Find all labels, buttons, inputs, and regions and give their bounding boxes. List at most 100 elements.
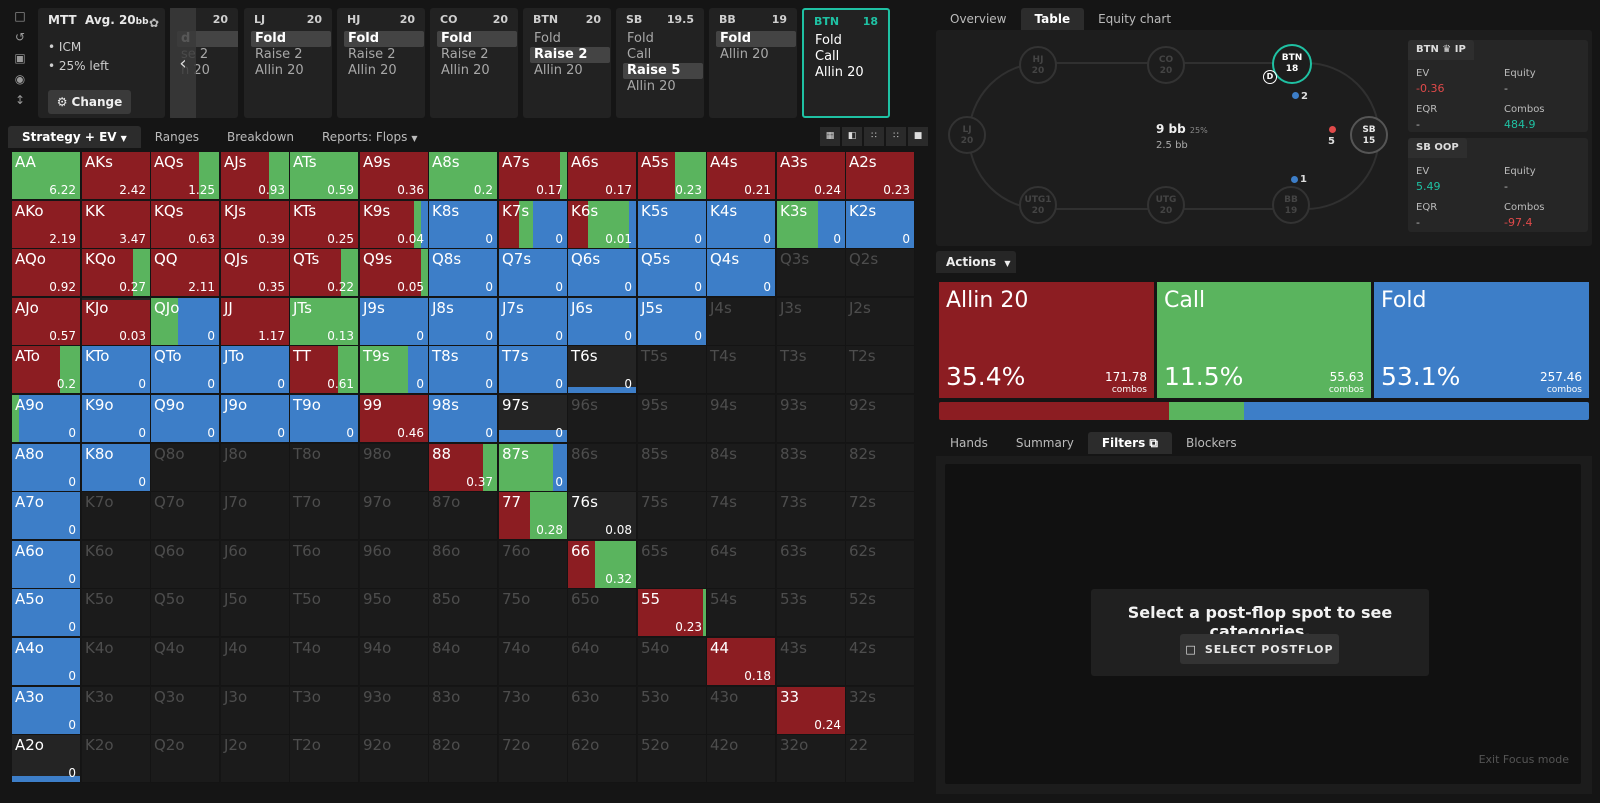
hand-cell[interactable]: J3s bbox=[777, 298, 846, 346]
hand-cell[interactable]: 83o bbox=[429, 687, 498, 735]
hand-cell[interactable]: KQs 0.63 bbox=[151, 201, 220, 249]
hand-cell[interactable]: K6s 0.01 bbox=[568, 201, 637, 249]
hand-cell[interactable]: T9s 0 bbox=[360, 346, 429, 394]
hand-cell[interactable]: T6s 0 bbox=[568, 346, 637, 394]
hand-cell[interactable]: 42o bbox=[707, 735, 776, 783]
tab-summary[interactable]: Summary bbox=[1015, 436, 1074, 450]
hand-cell[interactable]: A2s 0.23 bbox=[846, 152, 915, 200]
hand-cell[interactable]: AKs 2.42 bbox=[82, 152, 151, 200]
nav-step-sb[interactable]: SB 19.5 Fold Call Raise 5 Allin 20 bbox=[616, 8, 704, 118]
hand-cell[interactable]: A5o 0 bbox=[12, 589, 81, 637]
hand-cell[interactable]: Q7o bbox=[151, 492, 220, 540]
nav-step-hj[interactable]: HJ 20 Fold Raise 2 Allin 20 bbox=[337, 8, 425, 118]
hand-cell[interactable]: J2s bbox=[846, 298, 915, 346]
history-icon[interactable]: ↺ bbox=[14, 30, 26, 44]
hand-cell[interactable]: 96s bbox=[568, 395, 637, 443]
hand-cell[interactable]: 83s bbox=[777, 444, 846, 492]
nav-action[interactable]: Call bbox=[815, 49, 840, 64]
actions-dropdown[interactable]: Actions ▼ bbox=[936, 251, 1016, 273]
hand-cell[interactable]: 75o bbox=[499, 589, 568, 637]
hand-cell[interactable]: KTs 0.25 bbox=[290, 201, 359, 249]
hand-cell[interactable]: QJs 0.35 bbox=[221, 249, 290, 297]
hand-cell[interactable]: K7o bbox=[82, 492, 151, 540]
hand-cell[interactable]: 92o bbox=[360, 735, 429, 783]
hand-cell[interactable]: 64o bbox=[568, 638, 637, 686]
hand-cell[interactable]: A6s 0.17 bbox=[568, 152, 637, 200]
hand-cell[interactable]: KQo 0.27 bbox=[82, 249, 151, 297]
hand-cell[interactable]: 82s bbox=[846, 444, 915, 492]
hand-cell[interactable]: 97o bbox=[360, 492, 429, 540]
hand-cell[interactable]: T3s bbox=[777, 346, 846, 394]
hand-cell[interactable]: AQo 0.92 bbox=[12, 249, 81, 297]
hand-cell[interactable]: 86o bbox=[429, 541, 498, 589]
nav-step-bb[interactable]: BB 19 Fold Allin 20 bbox=[709, 8, 797, 118]
nav-step-co[interactable]: CO 20 Fold Raise 2 Allin 20 bbox=[430, 8, 518, 118]
hand-cell[interactable]: Q5s 0 bbox=[638, 249, 707, 297]
hand-cell[interactable]: 73o bbox=[499, 687, 568, 735]
nav-action[interactable]: Raise 2 bbox=[530, 47, 610, 63]
gamepad-icon[interactable]: ◉ bbox=[14, 72, 26, 86]
hand-cell[interactable]: K4o bbox=[82, 638, 151, 686]
hand-cell[interactable]: KJo 0.03 bbox=[82, 298, 151, 346]
hand-cell[interactable]: A6o 0 bbox=[12, 541, 81, 589]
hand-cell[interactable]: J9o 0 bbox=[221, 395, 290, 443]
hand-cell[interactable]: 44 0.18 bbox=[707, 638, 776, 686]
hand-cell[interactable]: J4s bbox=[707, 298, 776, 346]
tab-equity-chart[interactable]: Equity chart bbox=[1098, 12, 1172, 26]
hand-cell[interactable]: 62s bbox=[846, 541, 915, 589]
hand-cell[interactable]: 74o bbox=[499, 638, 568, 686]
hand-cell[interactable]: 99 0.46 bbox=[360, 395, 429, 443]
nav-action[interactable]: Fold bbox=[251, 31, 331, 47]
hand-cell[interactable]: AJs 0.93 bbox=[221, 152, 290, 200]
hand-cell[interactable]: 72o bbox=[499, 735, 568, 783]
hand-cell[interactable]: T4s bbox=[707, 346, 776, 394]
nav-action[interactable]: Fold bbox=[815, 33, 842, 48]
nav-action[interactable]: Fold bbox=[437, 31, 517, 47]
seat-co[interactable]: CO 20 bbox=[1147, 46, 1185, 84]
hand-cell[interactable]: T5s bbox=[638, 346, 707, 394]
hand-cell[interactable]: 63s bbox=[777, 541, 846, 589]
hand-cell[interactable]: 43o bbox=[707, 687, 776, 735]
hand-cell[interactable]: AKo 2.19 bbox=[12, 201, 81, 249]
hand-cell[interactable]: K9o 0 bbox=[82, 395, 151, 443]
hand-cell[interactable]: K3s 0 bbox=[777, 201, 846, 249]
hand-cell[interactable]: 98o bbox=[360, 444, 429, 492]
hand-cell[interactable]: 95s bbox=[638, 395, 707, 443]
nav-action[interactable]: Fold bbox=[534, 31, 561, 46]
hand-cell[interactable]: 53o bbox=[638, 687, 707, 735]
hand-cell[interactable]: K9s 0.04 bbox=[360, 201, 429, 249]
hand-cell[interactable]: K5o bbox=[82, 589, 151, 637]
hand-cell[interactable]: 32s bbox=[846, 687, 915, 735]
hand-cell[interactable]: A8o 0 bbox=[12, 444, 81, 492]
hand-cell[interactable]: 42s bbox=[846, 638, 915, 686]
hand-cell[interactable]: K8s 0 bbox=[429, 201, 498, 249]
hand-cell[interactable]: T2o bbox=[290, 735, 359, 783]
hand-cell[interactable]: T8s 0 bbox=[429, 346, 498, 394]
hand-cell[interactable]: A7s 0.17 bbox=[499, 152, 568, 200]
nav-action[interactable]: Allin 20 bbox=[627, 79, 676, 94]
nav-action[interactable]: Allin 20 bbox=[441, 63, 490, 78]
tab-ranges[interactable]: Ranges bbox=[154, 130, 200, 144]
hand-cell[interactable]: J2o bbox=[221, 735, 290, 783]
hand-cell[interactable]: 93s bbox=[777, 395, 846, 443]
hand-cell[interactable]: 97s 0 bbox=[499, 395, 568, 443]
hand-cell[interactable]: 72s bbox=[846, 492, 915, 540]
hand-cell[interactable]: A2o 0 bbox=[12, 735, 81, 783]
hand-cell[interactable]: A7o 0 bbox=[12, 492, 81, 540]
hand-cell[interactable]: AQs 1.25 bbox=[151, 152, 220, 200]
hand-cell[interactable]: Q7s 0 bbox=[499, 249, 568, 297]
nav-action[interactable]: Raise 2 bbox=[255, 47, 303, 62]
tab-blockers[interactable]: Blockers bbox=[1185, 436, 1237, 450]
hand-cell[interactable]: Q6o bbox=[151, 541, 220, 589]
hand-cell[interactable]: KK 3.47 bbox=[82, 201, 151, 249]
hand-cell[interactable]: J5s 0 bbox=[638, 298, 707, 346]
hand-cell[interactable]: 63o bbox=[568, 687, 637, 735]
hand-cell[interactable]: A8s 0.2 bbox=[429, 152, 498, 200]
hand-cell[interactable]: 52o bbox=[638, 735, 707, 783]
nav-step-btn[interactable]: BTN 18 Fold Call Allin 20 bbox=[802, 8, 890, 118]
hand-cell[interactable]: ATs 0.59 bbox=[290, 152, 359, 200]
nav-action[interactable]: Call bbox=[627, 47, 652, 62]
hand-cell[interactable]: Q6s 0 bbox=[568, 249, 637, 297]
hand-cell[interactable]: J9s 0 bbox=[360, 298, 429, 346]
hand-cell[interactable]: 64s bbox=[707, 541, 776, 589]
